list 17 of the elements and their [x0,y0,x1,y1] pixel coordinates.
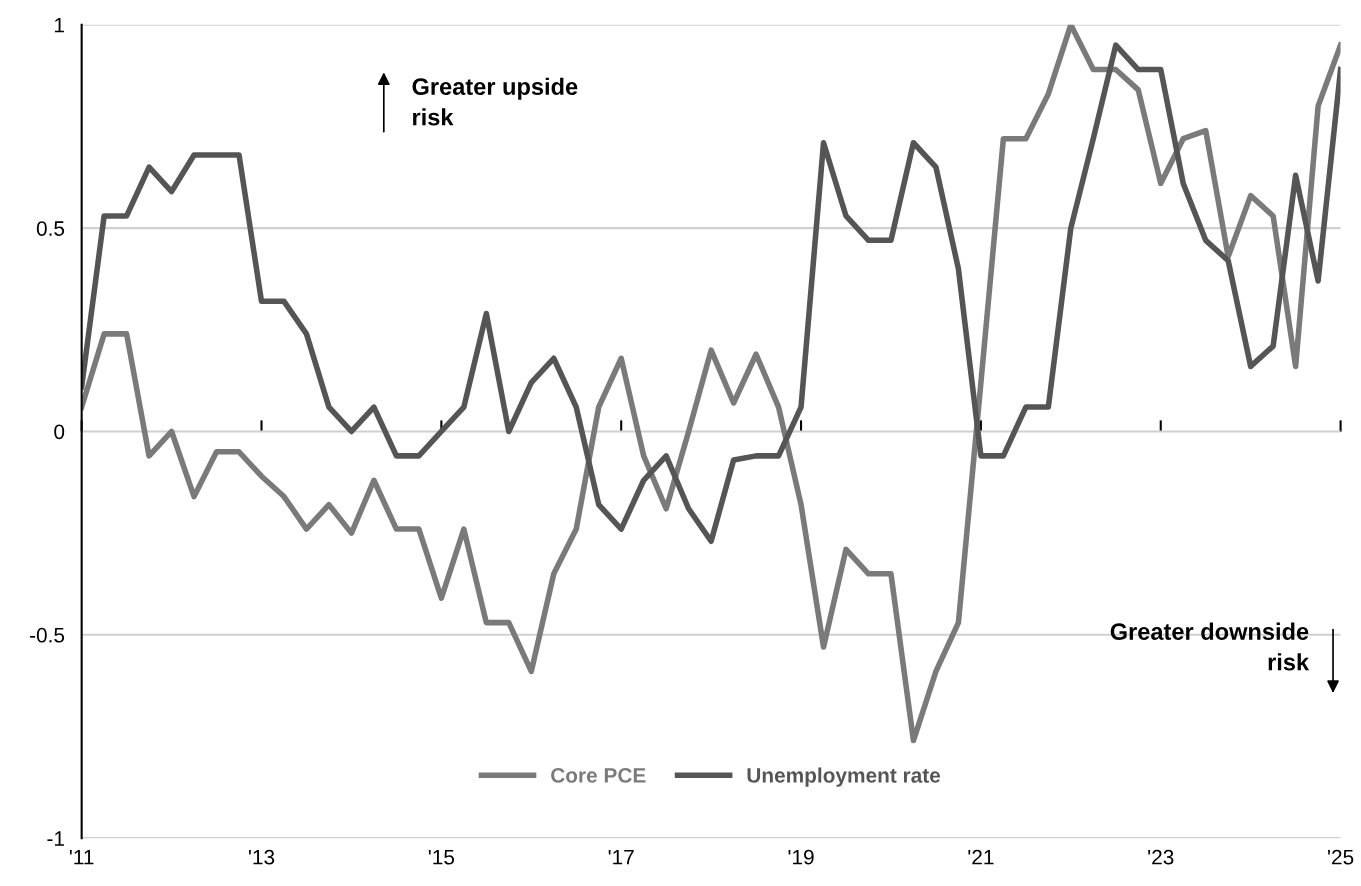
x-tick-label: '13 [248,849,275,865]
x-tick-label: '15 [428,850,455,865]
y-tick-label: -0.5 [30,627,65,643]
x-tick-label: '19 [788,849,814,865]
x-tick-label: '25 [1328,849,1354,865]
y-tick-label: 1 [55,18,64,33]
x-tick-label: '23 [1148,849,1174,865]
annotation: Greater downside risk [1110,622,1310,671]
legend-label: Unemployment rate [747,767,941,787]
y-tick-label: 0 [54,424,65,440]
y-tick-label: -1 [47,831,64,846]
legend-label: Core PCE [551,768,646,783]
x-tick-label: '11 [69,850,94,865]
x-tick-label: '21 [968,849,994,865]
annotation: Greater upside risk [412,77,578,126]
y-tick-label: 0.5 [36,221,65,236]
x-tick-label: '17 [608,850,634,865]
